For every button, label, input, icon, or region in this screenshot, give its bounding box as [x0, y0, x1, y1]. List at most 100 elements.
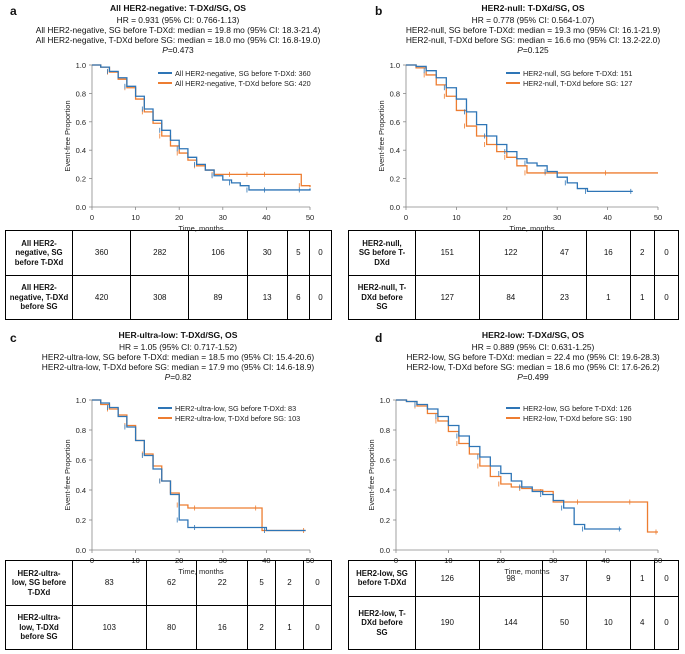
number-at-risk: 1 [629, 274, 655, 320]
row-label-line: negative, T-DXd [9, 292, 69, 302]
number-at-risk: 47 [542, 230, 587, 276]
x-tick-label: 30 [553, 213, 561, 222]
number-at-risk: 2 [275, 560, 304, 606]
table-row: HER2-ultra-low, SG before T-DXd 83 62 22 5 2 0 [5, 560, 332, 606]
row-label-line: DXd [374, 257, 390, 267]
number-at-risk: 50 [542, 595, 587, 651]
y-tick-label: 0.2 [76, 175, 86, 184]
number-at-risk: 122 [478, 230, 544, 276]
row-label-line: DXd before [361, 292, 403, 302]
p-value-number: =0.125 [522, 45, 549, 55]
row-label-line: negative, SG [15, 248, 63, 257]
number-at-risk: 5 [286, 230, 310, 276]
number-at-risk: 0 [653, 274, 680, 320]
stats-line: All HER2-negative, T-DXd before SG: medi… [35, 35, 321, 45]
x-tick-label: 50 [306, 213, 314, 222]
panel-label: d [375, 331, 383, 345]
stats-line: HR = 0.778 (95% CI: 0.564-1.07) [471, 15, 595, 25]
row-label-line: before T-DXd [14, 257, 64, 267]
row-label: HER2-null, SG before T- DXd [348, 230, 416, 276]
y-tick-label: 0.0 [76, 203, 86, 212]
row-label-line: HER2-ultra- [17, 568, 61, 578]
number-at-risk: 0 [653, 230, 680, 276]
panel-a: a All HER2-negative: T-DXd/SG, OS HR = 0.9… [0, 0, 342, 327]
table-row: All HER2- negative, T-DXd before SG 420 308 8… [5, 274, 333, 320]
y-tick-label: 1.0 [380, 396, 390, 405]
row-label-line: T-DXd [27, 587, 51, 597]
row-label: All HER2- negative, SG before T-DXd [5, 230, 73, 276]
stats-line: All HER2-negative, SG before T-DXd: medi… [35, 25, 321, 35]
x-tick-label: 20 [503, 213, 511, 222]
y-tick-label: 1.0 [76, 61, 86, 70]
x-axis-label: Time, months [178, 224, 223, 233]
number-at-risk: 6 [286, 274, 310, 320]
stats-line: HR = 0.931 (95% CI: 0.766-1.13) [116, 15, 240, 25]
number-at-risk: 0 [303, 604, 332, 650]
stats-line: HER2-low, SG before T-DXd: median = 22.4… [406, 352, 660, 362]
row-label-line: HER2-null, [362, 238, 402, 248]
y-tick-label: 0.4 [380, 486, 390, 495]
row-label: HER2-low, SG before T-DXd [348, 560, 416, 597]
row-label-line: HER2-low, T- [358, 608, 406, 618]
y-tick-label: 0.0 [390, 203, 400, 212]
y-tick-label: 0.8 [390, 89, 400, 98]
stats-line: HR = 0.889 (95% CI: 0.631-1.25) [471, 342, 595, 352]
number-at-risk: 103 [72, 604, 147, 650]
chart-title: HER2-null: T-DXd/SG, OS [481, 3, 585, 13]
x-tick-label: 30 [219, 213, 227, 222]
legend-entry: HER2-null, SG before T-DXd: 151 [523, 69, 632, 78]
chart-title: All HER2-negative: T-DXd/SG, OS [109, 3, 247, 13]
y-tick-label: 0.2 [390, 175, 400, 184]
y-tick-label: 0.6 [76, 456, 86, 465]
number-at-risk: 0 [303, 560, 332, 606]
row-label: All HER2- negative, T-DXd before SG [5, 274, 73, 320]
km-curve-sg-first [396, 399, 622, 530]
p-value: P=0.125 [363, 45, 685, 55]
km-curve-sg-first [92, 64, 311, 191]
y-axis-label: Event-free Proportion [63, 439, 72, 510]
number-at-risk: 89 [188, 274, 248, 320]
row-label-line: HER2-null, T- [357, 283, 407, 292]
row-label-line: before T-DXd [357, 578, 407, 588]
panel-label: c [10, 331, 17, 345]
number-at-risk: 0 [308, 230, 333, 276]
panel-b: b HER2-null: T-DXd/SG, OS HR = 0.778 (95% … [343, 0, 685, 327]
x-tick-label: 50 [654, 213, 662, 222]
km-curve-sg-first [406, 64, 633, 193]
x-tick-label: 10 [452, 213, 460, 222]
row-label: HER2-null, T- DXd before SG [348, 274, 416, 320]
p-value: P=0.499 [363, 372, 685, 382]
panel-d: d HER2-low: T-DXd/SG, OS HR = 0.889 (95% C… [343, 327, 685, 654]
row-label-line: HER2-ultra- [17, 613, 61, 622]
risk-table: HER2-low, SG before T-DXd 126 98 37 9 1 0 HER2-l… [348, 560, 680, 651]
number-at-risk: 10 [585, 595, 631, 651]
y-axis-label: Event-free Proportion [367, 439, 376, 510]
number-at-risk: 1 [629, 560, 655, 597]
y-tick-label: 0.2 [76, 516, 86, 525]
legend-entry: All HER2-negative, T-DXd before SG: 420 [175, 79, 311, 88]
y-tick-label: 0.0 [76, 546, 86, 555]
chart-title: HER-ultra-low: T-DXd/SG, OS [118, 330, 238, 340]
x-tick-label: 20 [175, 213, 183, 222]
y-tick-label: 0.4 [390, 146, 400, 155]
stats-line: HER2-low, T-DXd before SG: median = 18.6… [406, 362, 660, 372]
y-tick-label: 0.8 [76, 426, 86, 435]
number-at-risk: 4 [629, 595, 655, 651]
panel-label: a [10, 4, 17, 18]
legend-entry: HER2-ultra-low, SG before T-DXd: 83 [175, 404, 296, 413]
number-at-risk: 282 [130, 230, 190, 276]
risk-table: All HER2- negative, SG before T-DXd 360 282 1… [5, 230, 333, 320]
row-label: HER2-ultra-low, T-DXd before SG [5, 604, 73, 650]
number-at-risk: 0 [653, 560, 680, 597]
legend-entry: HER2-null, T-DXd before SG: 127 [523, 79, 632, 88]
y-axis-label: Event-free Proportion [63, 100, 72, 171]
stats-line: HER2-ultra-low, SG before T-DXd: median … [41, 352, 315, 362]
y-tick-label: 1.0 [76, 396, 86, 405]
number-at-risk: 190 [415, 595, 480, 651]
km-curve-tdxd-first [396, 399, 658, 533]
row-label-line: low, SG before [11, 578, 67, 587]
p-value: P=0.473 [8, 45, 348, 55]
number-at-risk: 9 [585, 560, 631, 597]
